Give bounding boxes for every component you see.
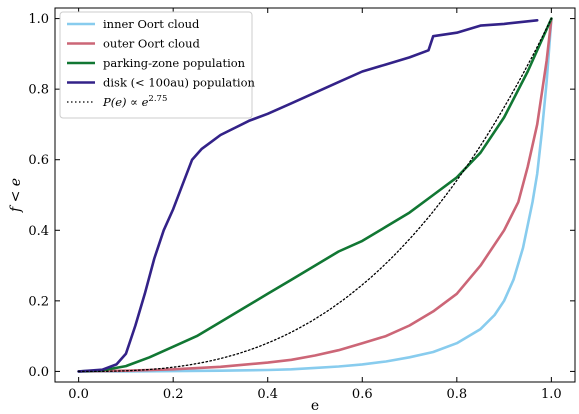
y-tick-label-3: 0.6 [28, 153, 49, 168]
legend-box [59, 11, 253, 119]
y-tick-label-1: 0.2 [28, 294, 49, 309]
series-line-2 [77, 17, 553, 373]
y-tick-label-5: 1.0 [28, 12, 49, 27]
series-line-4 [77, 17, 553, 373]
series-line-3 [77, 19, 539, 373]
legend: inner Oort cloud outer Oort cloud parking-… [59, 11, 256, 119]
legend-label-4: P(e) ∝ e2.75 [102, 94, 167, 109]
legend-label-3: disk (< 100au) population [103, 76, 256, 90]
legend-label-2: parking-zone population [103, 56, 246, 70]
x-tick-label-4: 0.8 [446, 387, 467, 402]
x-tick-label-1: 0.2 [163, 387, 184, 402]
legend-label-0: inner Oort cloud [103, 17, 200, 31]
y-axis-label: f < e [8, 178, 24, 213]
curves [77, 17, 553, 373]
y-tick-label-0: 0.0 [28, 365, 49, 380]
plot-frame [54, 7, 576, 383]
x-axis-label: e [311, 398, 319, 414]
x-tick-label-5: 1.0 [541, 387, 562, 402]
x-tick-label-3: 0.6 [352, 387, 373, 402]
series-line-1 [77, 17, 553, 373]
ticks: 0.0 0.2 0.4 0.6 0.8 1.0 0.0 0.2 0.4 0.6 0.8 1.0 [28, 8, 575, 402]
x-tick-label-0: 0.0 [68, 387, 89, 402]
y-tick-label-4: 0.8 [28, 83, 49, 98]
series-line-0 [77, 17, 553, 373]
legend-label-1: outer Oort cloud [103, 37, 200, 51]
y-tick-label-2: 0.4 [28, 224, 49, 239]
x-tick-label-2: 0.4 [257, 387, 278, 402]
